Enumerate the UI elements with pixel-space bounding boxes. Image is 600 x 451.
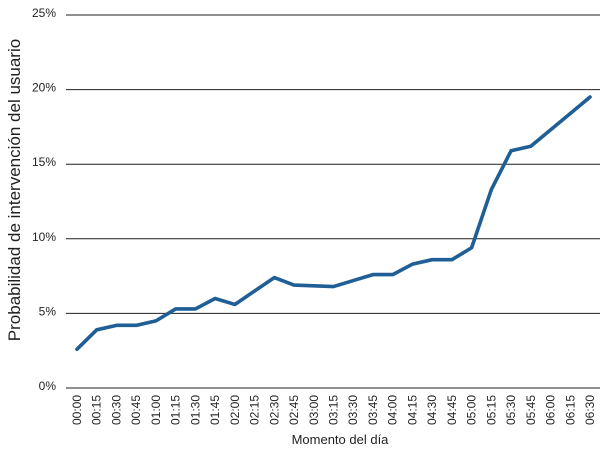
data-point (154, 319, 158, 323)
x-tick-label: 01:00 (149, 395, 163, 425)
x-tick-labels: 00:00 00:15 00:30 00:45 01:00 01:15 01:30 01:45… (70, 395, 597, 425)
x-tick-label: 06:30 (583, 395, 597, 425)
data-point (292, 283, 296, 287)
data-point (312, 284, 316, 288)
x-tick-label: 01:45 (208, 395, 222, 425)
data-point (371, 273, 375, 277)
x-tick-label: 03:45 (366, 395, 380, 425)
x-tick-label: 06:00 (544, 395, 558, 425)
data-point (332, 285, 335, 289)
data-point (430, 258, 434, 262)
data-point (95, 328, 99, 332)
x-tick-label: 04:15 (405, 395, 419, 425)
x-tick-label: 02:15 (248, 395, 262, 425)
x-tick-label: 05:00 (465, 395, 479, 425)
data-point (351, 279, 355, 283)
data-point (509, 149, 513, 153)
x-tick-label: 05:30 (504, 395, 518, 425)
x-tick-label: 01:30 (188, 395, 202, 425)
data-point (114, 323, 118, 327)
x-tick-label: 00:45 (129, 395, 143, 425)
x-tick-label: 01:15 (169, 395, 183, 425)
x-tick-label: 02:45 (287, 395, 301, 425)
x-tick-label: 03:30 (346, 395, 360, 425)
y-tick-labels: 0% 5% 10% 15% 20% 25% (32, 6, 56, 393)
y-tick-label: 15% (32, 155, 56, 169)
data-point (233, 302, 237, 306)
x-tick-label: 04:00 (386, 395, 400, 425)
data-point (470, 246, 474, 250)
data-point (410, 262, 414, 266)
series-line (75, 95, 592, 352)
data-point (193, 307, 197, 311)
x-tick-label: 02:30 (267, 395, 281, 425)
y-tick-label: 20% (32, 81, 56, 95)
x-tick-label: 03:00 (307, 395, 321, 425)
data-point (549, 128, 553, 132)
x-tick-label: 05:45 (524, 395, 538, 425)
y-tick-label: 0% (39, 379, 57, 393)
x-tick-label: 02:00 (228, 395, 242, 425)
x-tick-label: 06:15 (563, 395, 577, 425)
data-point (588, 95, 592, 99)
x-tick-label: 00:00 (70, 395, 84, 425)
x-tick-label: 03:15 (327, 395, 341, 425)
x-tick-label: 05:15 (484, 395, 498, 425)
series-layer (75, 95, 592, 352)
y-tick-label: 25% (32, 6, 56, 20)
x-tick-label: 00:30 (109, 395, 123, 425)
x-tick-label: 00:15 (90, 395, 104, 425)
data-point (489, 188, 493, 192)
x-axis-title: Momento del día (292, 432, 390, 447)
x-tick-label: 04:45 (445, 395, 459, 425)
gridlines (66, 14, 600, 389)
data-point (272, 276, 276, 280)
x-tick-label: 04:30 (425, 395, 439, 425)
data-point (75, 347, 79, 351)
y-axis-title: Probabilidad de intervención del usuario (5, 39, 24, 341)
data-point (529, 144, 533, 148)
data-point (568, 111, 572, 115)
data-point (391, 273, 395, 277)
y-tick-label: 10% (32, 230, 56, 244)
data-point (174, 307, 178, 311)
data-point (450, 258, 454, 262)
data-point (134, 323, 138, 327)
data-point (253, 289, 257, 293)
data-point (213, 296, 217, 300)
y-tick-label: 5% (39, 304, 57, 318)
